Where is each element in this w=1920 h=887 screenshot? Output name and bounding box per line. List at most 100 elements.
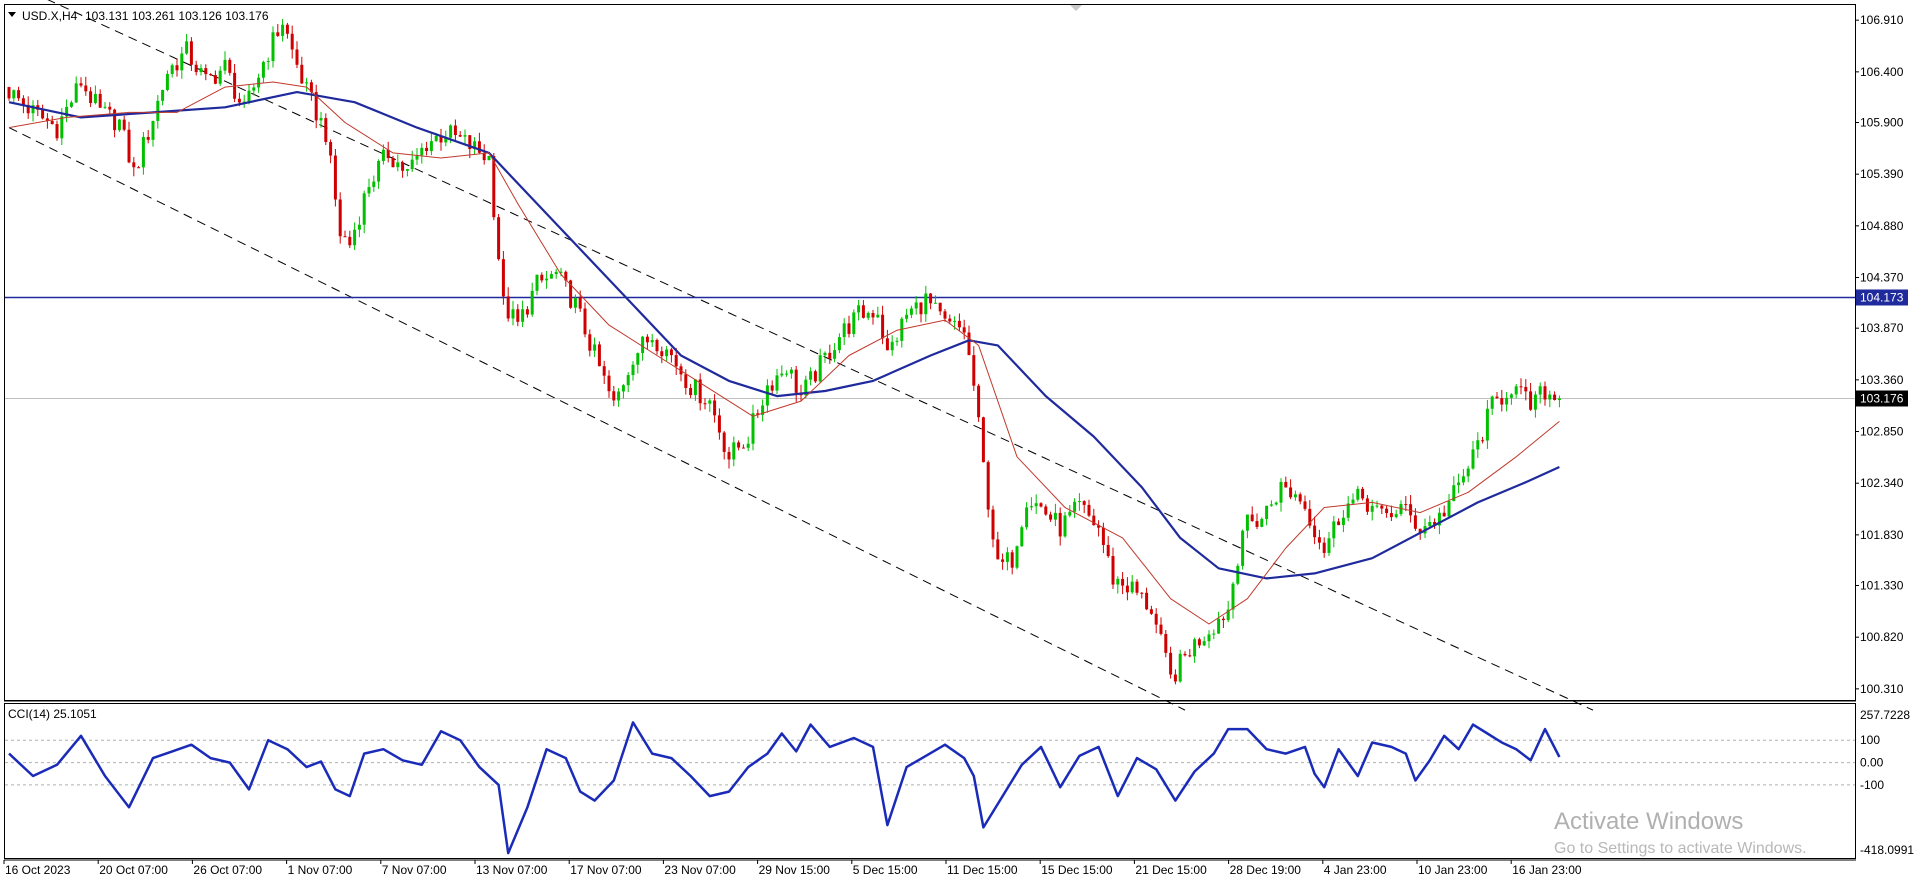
candle-body — [410, 159, 414, 170]
candle-body — [242, 101, 246, 103]
price-tick-label: 103.360 — [1860, 373, 1904, 387]
price-tick-label: 104.880 — [1860, 219, 1904, 233]
candle-body — [1073, 501, 1077, 512]
time-tick-label: 26 Oct 07:00 — [193, 863, 262, 877]
candle-body — [857, 305, 861, 313]
moving-averages — [8, 81, 1560, 625]
candle-body — [1053, 512, 1057, 520]
candle-body — [353, 229, 357, 246]
candle-body — [909, 308, 913, 315]
candle-body — [1399, 504, 1403, 515]
candle-body — [1442, 512, 1446, 517]
candle-body — [45, 118, 49, 121]
candle-body — [449, 125, 453, 138]
candle-body — [770, 385, 774, 391]
channel-lower-line[interactable] — [8, 127, 1186, 711]
current-price-label: 103.176 — [1860, 391, 1904, 405]
time-tick-label: 15 Dec 15:00 — [1041, 863, 1113, 877]
candle-body — [890, 341, 894, 351]
candle-body — [1077, 501, 1081, 503]
candle-body — [1106, 544, 1110, 557]
candle-body — [161, 89, 165, 101]
candle-body — [727, 451, 731, 460]
candle-body — [1466, 468, 1470, 477]
candle-body — [1476, 440, 1480, 450]
candle-body — [185, 41, 189, 54]
candle-body — [1212, 633, 1216, 635]
candle-body — [17, 90, 21, 99]
candle-body — [1317, 537, 1321, 543]
candlesticks — [7, 18, 1561, 685]
candle-body — [674, 355, 678, 367]
candle-body — [967, 332, 971, 356]
candle-body — [597, 344, 601, 367]
activate-windows-subtitle[interactable]: Go to Settings to activate Windows. — [1554, 840, 1807, 857]
candle-body — [741, 447, 745, 449]
candle-body — [1365, 498, 1369, 512]
candle-body — [530, 290, 534, 315]
channel-upper-line[interactable] — [0, 0, 1594, 711]
candle-body — [602, 366, 606, 376]
candle-body — [391, 158, 395, 168]
candle-body — [1149, 609, 1153, 614]
candle-body — [175, 65, 179, 71]
candle-body — [996, 539, 1000, 560]
candle-body — [1236, 565, 1240, 584]
candle-body — [1005, 552, 1009, 562]
candle-body — [1529, 391, 1533, 410]
shift-marker[interactable] — [1070, 5, 1082, 11]
candle-body — [357, 224, 361, 230]
time-axis: 16 Oct 2023 20 Oct 07:00 26 Oct 07:00 1 Nov… — [3, 860, 1582, 877]
candle-body — [833, 350, 837, 359]
candle-body — [1010, 552, 1014, 568]
candle-body — [271, 32, 275, 62]
candle-body — [564, 271, 568, 281]
candle-body — [1433, 521, 1437, 526]
candle-body — [65, 106, 69, 117]
candle-body — [876, 314, 880, 318]
symbol-dropdown-icon[interactable] — [8, 12, 16, 17]
candle-body — [1025, 507, 1029, 528]
candle-body — [900, 318, 904, 341]
candle-body — [919, 302, 923, 315]
candle-body — [1111, 556, 1115, 585]
candle-body — [607, 375, 611, 392]
candle-body — [885, 338, 889, 351]
candle-body — [180, 53, 184, 71]
price-channel[interactable] — [0, 0, 1594, 711]
candle-body — [79, 83, 83, 86]
candle-body — [1490, 396, 1494, 409]
candle-body — [12, 90, 16, 99]
candle-body — [881, 314, 885, 339]
candle-body — [213, 75, 217, 84]
cci-level-label: 0.00 — [1860, 756, 1884, 770]
candle-body — [405, 169, 409, 171]
time-tick-label: 23 Nov 07:00 — [664, 863, 736, 877]
candle-body — [1553, 394, 1557, 400]
candle-body — [1092, 515, 1096, 526]
candle-body — [809, 371, 813, 380]
candle-body — [554, 271, 558, 275]
candle-body — [1418, 528, 1422, 534]
candle-body — [1557, 398, 1561, 400]
candle-body — [1500, 398, 1504, 405]
horizontal-line[interactable] — [5, 296, 1855, 399]
resistance-price-label: 104.173 — [1860, 290, 1904, 304]
time-tick-label: 7 Nov 07:00 — [382, 863, 447, 877]
candle-body — [804, 379, 808, 396]
time-tick-label: 21 Dec 15:00 — [1135, 863, 1207, 877]
candle-body — [1058, 512, 1062, 537]
candle-body — [775, 375, 779, 391]
candle-body — [1361, 488, 1365, 499]
activate-windows-title: Activate Windows — [1554, 808, 1743, 835]
candle-body — [1337, 521, 1341, 526]
candle-body — [324, 118, 328, 142]
candle-body — [1509, 394, 1513, 398]
candle-body — [698, 379, 702, 404]
candle-body — [1231, 583, 1235, 610]
main-pane-frame — [4, 4, 1856, 701]
candle-body — [631, 364, 635, 376]
candle-body — [1241, 530, 1245, 566]
candle-body — [170, 65, 174, 74]
